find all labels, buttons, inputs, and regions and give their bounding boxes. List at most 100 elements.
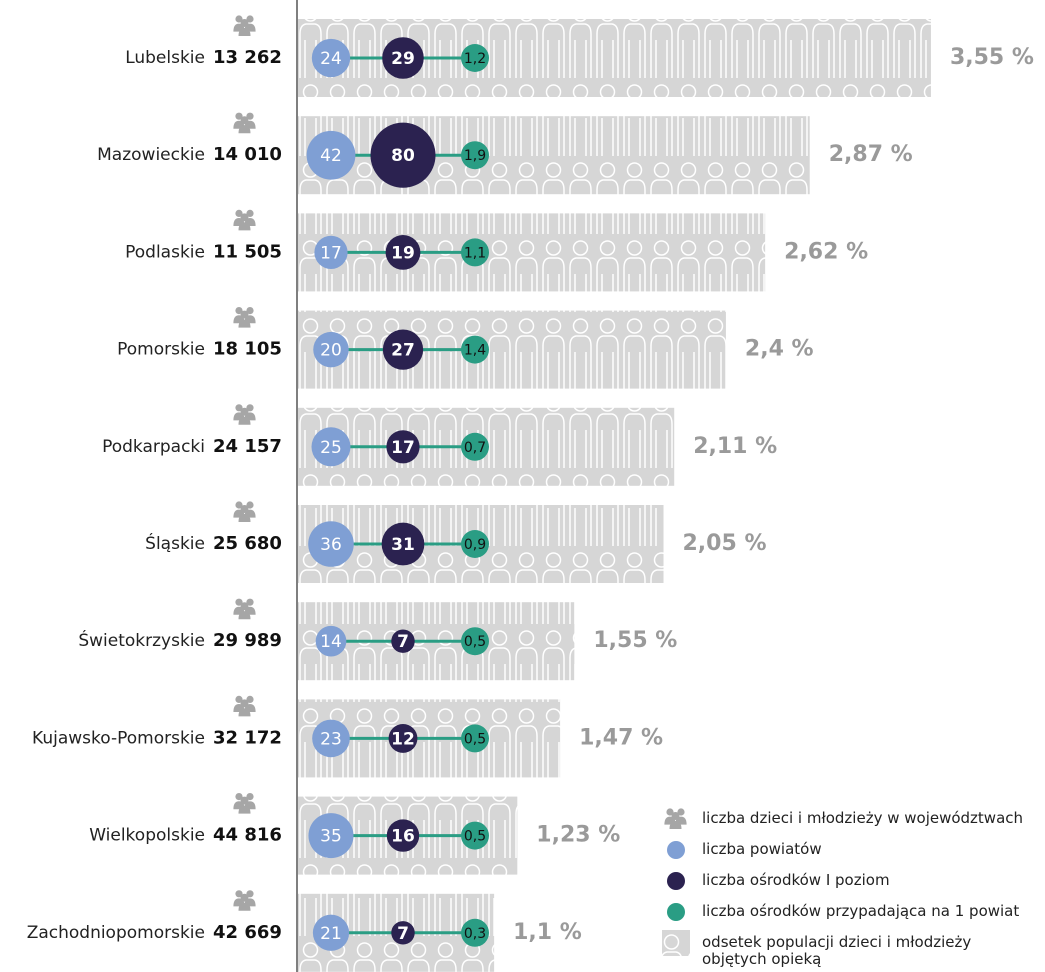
percent-label: 2,87 % [829,142,913,167]
legend-swatch [658,866,694,894]
icon-head [241,311,249,319]
percent-label: 1,47 % [579,725,663,750]
bubble-label: 14 [320,632,342,652]
population-label: 24 157 [213,436,282,457]
people-icon [233,113,255,134]
bubble-label: 19 [391,243,415,263]
bubble-label: 27 [391,341,415,361]
legend-item: liczba ośrodków przypadająca na 1 powiat [658,897,1023,928]
legend-swatch [658,804,694,832]
legend-label: liczba ośrodków przypadająca na 1 powiat [702,897,1019,920]
bubble-label: 0,7 [464,440,486,456]
people-icon [233,307,255,328]
icon-head [241,699,249,707]
category-label: Mazowieckie [97,145,205,165]
bubble-label: 23 [320,729,342,749]
legend-item: liczba powiatów [658,835,1023,866]
bubble-label: 20 [320,341,342,361]
bubble-label: 1,2 [464,51,486,67]
bubble-label: 1,4 [464,343,486,359]
percent-label: 3,55 % [950,45,1034,70]
bubble-label: 36 [320,535,342,555]
population-label: 14 010 [213,144,282,165]
icon-head [241,116,249,124]
people-icon [233,404,255,425]
population-label: 32 172 [213,727,282,748]
icon-head [241,797,249,805]
category-label: Świetokrzyskie [78,629,205,651]
page: Lubelskie 13 262 3,55 % 24 29 1,2 Mazowieckie 1… [0,0,1045,972]
legend-label: odsetek populacji dzieci i młodzieży obj… [702,928,992,968]
category-label: Podlaskie [125,242,205,262]
category-label: Pomorskie [117,340,205,360]
percent-label: 1,1 % [513,920,582,945]
legend-dot [667,841,685,859]
population-label: 25 680 [213,533,282,554]
category-label: Wielkopolskie [89,826,205,846]
category-label: Śląskie [145,532,205,554]
people-icon [233,696,255,717]
icon-head [241,408,249,416]
category-label: Zachodniopomorskie [27,923,205,943]
bubble-label: 17 [320,243,342,263]
bubble-label: 7 [397,632,409,652]
population-label: 13 262 [213,47,282,68]
legend-label: liczba dzieci i młodzieży w województwac… [702,804,1023,827]
percent-label: 2,05 % [683,531,767,556]
legend-pattern [662,930,690,956]
icon-head [241,505,249,513]
legend: liczba dzieci i młodzieży w województwac… [658,804,1023,959]
population-label: 11 505 [213,241,282,262]
percent-label: 1,55 % [593,628,677,653]
legend-dot [667,903,685,921]
bubble-label: 17 [391,438,415,458]
legend-swatch [658,897,694,925]
population-label: 44 816 [213,825,282,846]
bubble-label: 42 [320,146,342,166]
bubble-label: 0,9 [464,537,486,553]
population-label: 42 669 [213,922,282,943]
bubble-label: 12 [391,729,415,749]
icon-head [241,213,249,221]
people-icon [233,501,255,522]
bubble-label: 25 [320,438,342,458]
bubble-label: 0,5 [464,731,486,747]
legend-item: liczba ośrodków I poziom [658,866,1023,897]
bubble-label: 31 [391,535,415,555]
legend-dot [667,872,685,890]
bubble-label: 0,5 [464,829,486,845]
category-label: Podkarpacki [102,437,205,457]
legend-item: liczba dzieci i młodzieży w województwac… [658,804,1023,835]
people-icon [233,793,255,814]
bubble-label: 29 [391,49,415,69]
people-icon [233,210,255,231]
bubble-label: 35 [320,827,342,847]
bubble-label: 0,3 [464,926,486,942]
percent-label: 1,23 % [536,823,620,848]
percent-label: 2,4 % [745,337,814,362]
bubble-label: 21 [320,924,342,944]
legend-item: odsetek populacji dzieci i młodzieży obj… [658,928,1023,959]
category-label: Kujawsko-Pomorskie [32,728,205,748]
legend-swatch [658,928,694,956]
percent-label: 2,62 % [784,239,868,264]
bubble-label: 24 [320,49,342,69]
icon-head [241,19,249,27]
icon-head [241,894,249,902]
legend-label: liczba ośrodków I poziom [702,866,890,889]
bubble-label: 1,9 [464,148,486,164]
icon-head [241,602,249,610]
category-label: Lubelskie [125,48,205,68]
legend-label: liczba powiatów [702,835,822,858]
legend-swatch [658,835,694,863]
bubble-label: 7 [397,924,409,944]
people-icon [233,890,255,911]
percent-label: 2,11 % [693,434,777,459]
bubble-label: 16 [391,827,415,847]
population-label: 18 105 [213,339,282,360]
icon-head [672,812,680,820]
bubble-label: 0,5 [464,634,486,650]
people-icon [233,15,255,36]
bubble-label: 80 [391,146,415,166]
bubble-label: 1,1 [464,245,486,261]
